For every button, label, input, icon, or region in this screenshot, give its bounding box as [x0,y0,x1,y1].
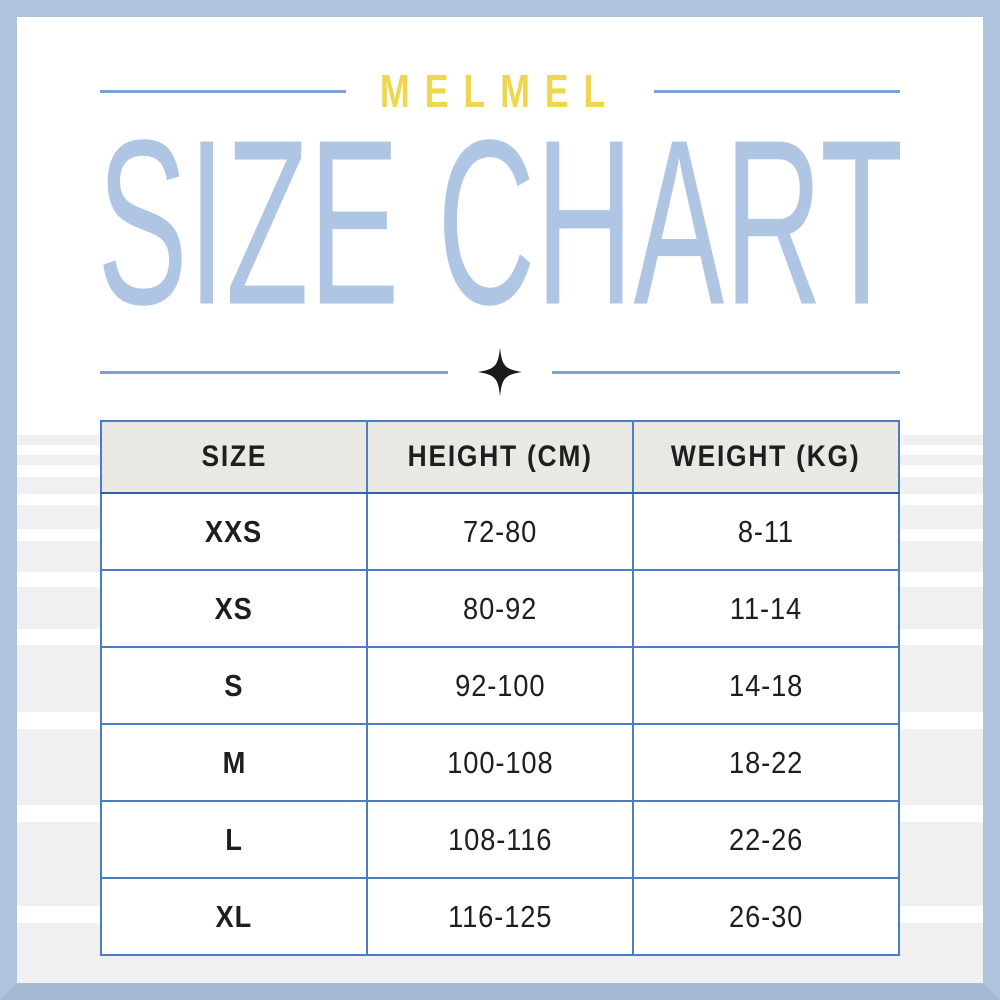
height-value: 92-100 [366,646,634,725]
height-value: 116-125 [366,877,634,956]
table-row: M 100-108 18-22 [100,723,900,802]
weight-value: 22-26 [632,800,900,879]
title-divider [100,344,900,400]
height-value: 72-80 [366,492,634,571]
weight-value: 18-22 [632,723,900,802]
brand-name: MELMEL [379,65,621,117]
size-value: XL [100,877,368,956]
height-value: 100-108 [366,723,634,802]
table-row: S 92-100 14-18 [100,646,900,725]
column-header-weight: WEIGHT (KG) [632,420,900,494]
table-row: XS 80-92 11-14 [100,569,900,648]
height-value: 108-116 [366,800,634,879]
size-value: M [100,723,368,802]
table-row: L 108-116 22-26 [100,800,900,879]
brand-header: MELMEL [100,65,901,117]
weight-value: 26-30 [632,877,900,956]
sparkle-icon [478,347,522,397]
brand-rule-left [100,89,346,93]
divider-rule-left [100,370,448,374]
title-container: SIZE CHART [0,104,1000,339]
size-value: S [100,646,368,725]
page-title: SIZE CHART [96,90,904,354]
divider-rule-right [552,370,900,374]
column-header-height: HEIGHT (CM) [366,420,634,494]
size-value: L [100,800,368,879]
weight-value: 14-18 [632,646,900,725]
weight-value: 11-14 [632,569,900,648]
table-header-row: SIZE HEIGHT (CM) WEIGHT (KG) [100,420,900,494]
weight-value: 8-11 [632,492,900,571]
height-value: 80-92 [366,569,634,648]
column-header-size: SIZE [100,420,368,494]
brand-rule-right [654,89,901,93]
size-value: XS [100,569,368,648]
size-value: XXS [100,492,368,571]
table-row: XXS 72-80 8-11 [100,492,900,571]
table-row: XL 116-125 26-30 [100,877,900,956]
size-table: SIZE HEIGHT (CM) WEIGHT (KG) XXS 72-80 8… [100,420,900,956]
